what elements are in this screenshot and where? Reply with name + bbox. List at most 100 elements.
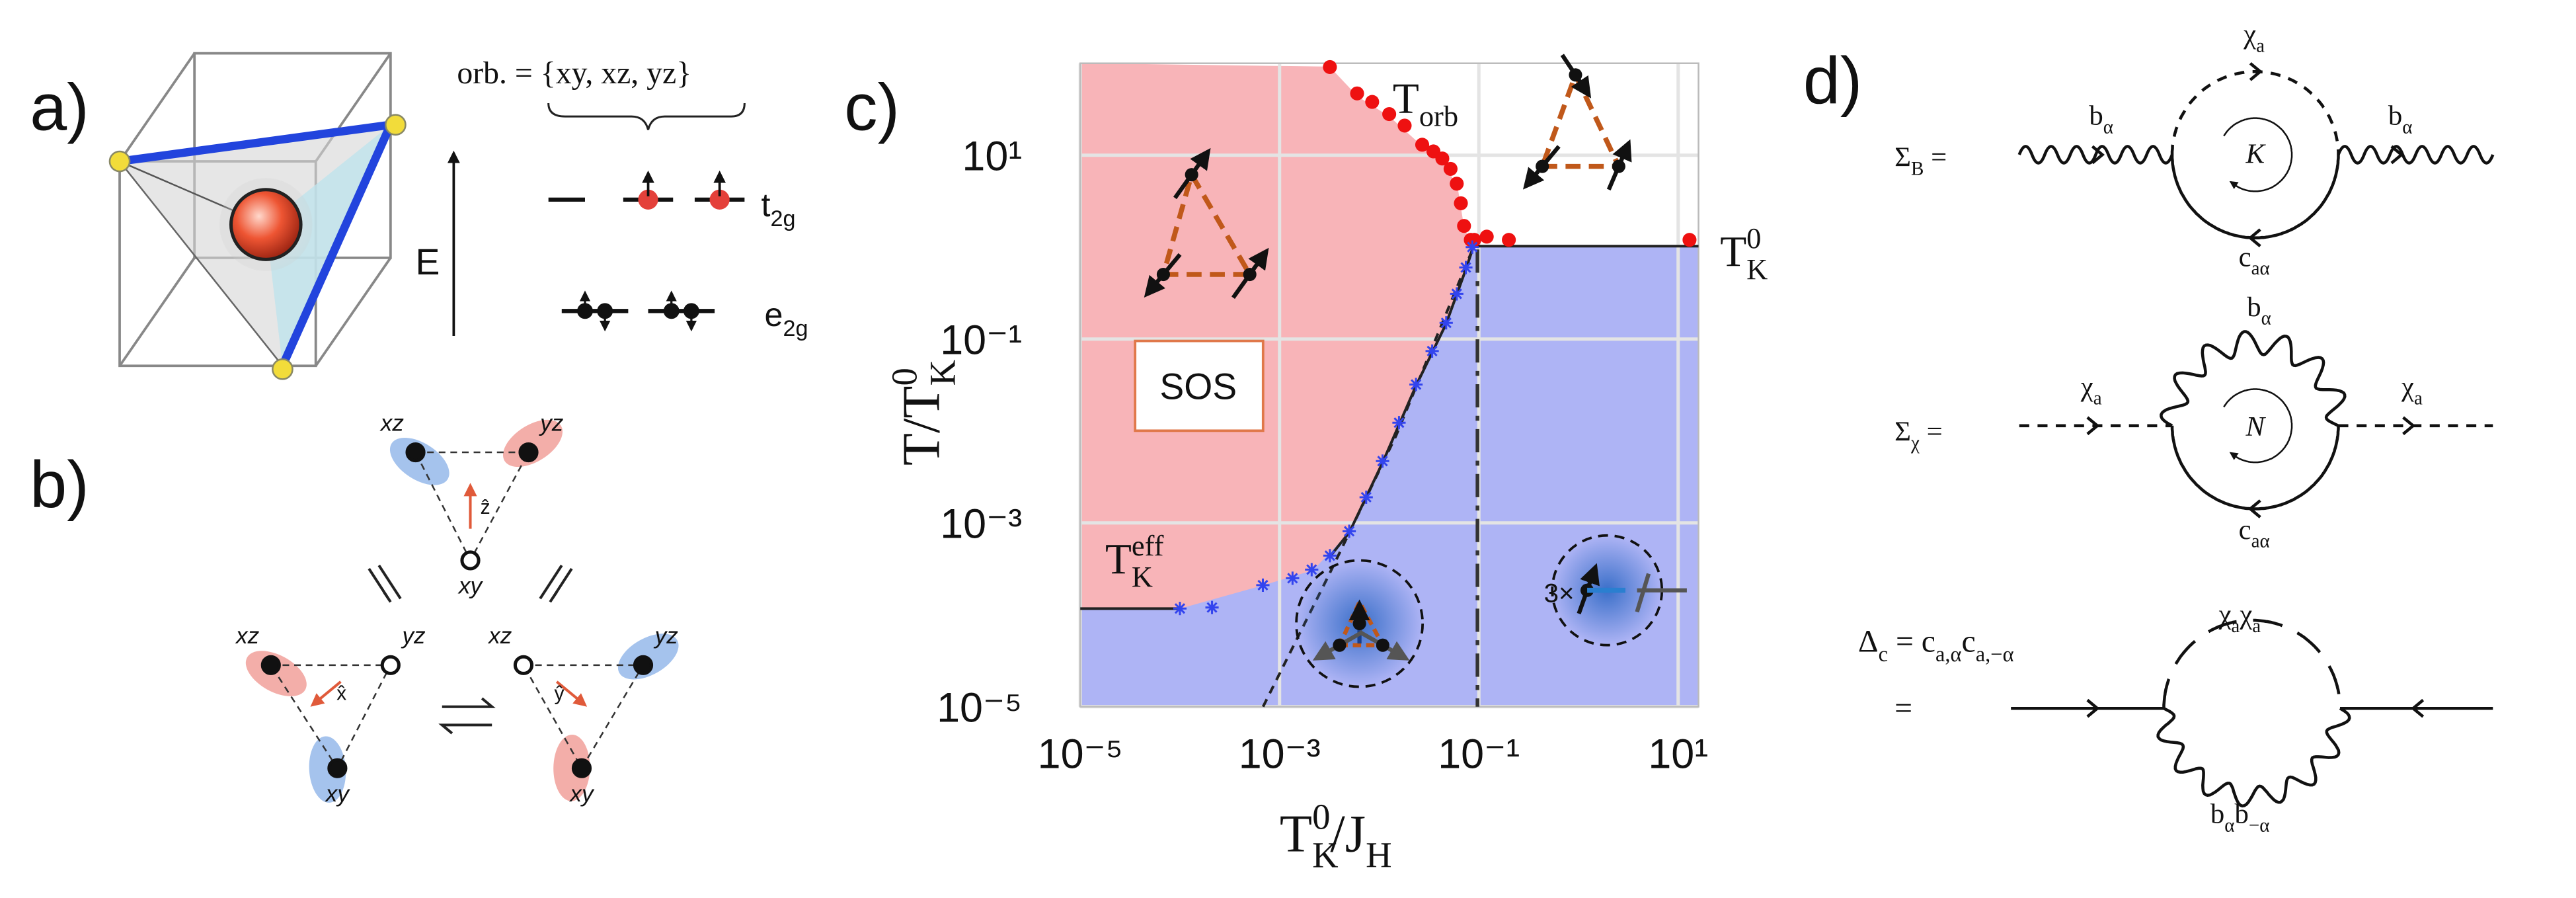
- panel-a: a) E orb. = {xy, xz, yz} t2g e2g: [30, 52, 808, 380]
- fermion-line: [2170, 425, 2340, 510]
- sigma-chi: Σχ =: [1894, 416, 1943, 454]
- delta-c: Δc = ca,αca,−α: [1858, 624, 2014, 667]
- site: [513, 655, 534, 675]
- math-part: 2g: [783, 316, 808, 341]
- t2g-label: t2g: [761, 186, 796, 231]
- t2g-levels: [548, 170, 745, 210]
- equals: =: [1894, 690, 1912, 725]
- math-part: a: [2414, 388, 2423, 409]
- math-part: =: [1924, 142, 1947, 173]
- point: [1286, 571, 1300, 585]
- point: [1397, 118, 1412, 133]
- math-part: a: [2231, 616, 2240, 637]
- spin-site: [1185, 168, 1198, 182]
- site: [460, 550, 481, 571]
- point: [1305, 563, 1319, 577]
- site: [327, 758, 348, 778]
- k-label: K: [2245, 139, 2267, 170]
- math-part: 0: [1746, 222, 1761, 255]
- point: [1323, 549, 1337, 563]
- math-part: Σ: [1894, 142, 1911, 173]
- math-part: e: [765, 296, 783, 333]
- math-part: α: [2261, 308, 2271, 329]
- feynman-diagrams: [2011, 61, 2495, 808]
- point: [1376, 454, 1389, 468]
- propagator-arrow: [2249, 61, 2263, 81]
- math-part: T: [1105, 536, 1132, 584]
- point: [1439, 316, 1453, 330]
- math-part: χ: [1910, 432, 1920, 454]
- dashed-line: [1261, 249, 1474, 708]
- math-part: b: [2089, 101, 2103, 132]
- triangle: [522, 664, 645, 770]
- point: [1502, 233, 1516, 247]
- x-tick-label: 10⁻³: [1239, 731, 1321, 778]
- pseudofermion-line: [2170, 70, 2340, 155]
- site: [518, 442, 539, 463]
- spin: [1635, 573, 1651, 613]
- point: [1454, 196, 1468, 210]
- three-times: 3×: [1544, 578, 1575, 608]
- orbital-label: xz: [379, 410, 405, 436]
- y-tick-label: 10¹: [962, 133, 1022, 179]
- panel-label: d): [1803, 44, 1862, 118]
- point: [1409, 378, 1423, 391]
- y-tick-label: 10⁻⁵: [937, 684, 1022, 731]
- point: [1173, 602, 1187, 616]
- point: [1365, 95, 1380, 109]
- math-part: b: [2210, 799, 2224, 830]
- chi-chi: χaχa: [2218, 599, 2261, 637]
- math-part: aα: [2251, 258, 2270, 279]
- point: [1382, 106, 1397, 122]
- spin-site: [1376, 638, 1389, 652]
- math-part: /J: [1330, 804, 1366, 863]
- propagator-arrow: [2247, 228, 2261, 248]
- b-alpha-right: bα: [2388, 101, 2413, 138]
- math-part: a,α: [1935, 643, 1962, 667]
- fermion-line: [2170, 154, 2340, 239]
- point: [1479, 229, 1494, 244]
- panel-label: b): [30, 448, 89, 522]
- math-part: =: [1920, 416, 1943, 447]
- e2g-levels: [561, 290, 715, 332]
- t-orb-label: Torb: [1393, 75, 1458, 133]
- math-part: −α: [2249, 815, 2270, 837]
- point: [1450, 177, 1464, 191]
- x-tick-label: 10⁻⁵: [1038, 731, 1123, 778]
- spin-site: [1156, 267, 1170, 282]
- chi-a-right: χa: [2401, 372, 2423, 409]
- blue-edge: [278, 123, 395, 368]
- circulation-arrow: [2223, 117, 2293, 192]
- axis-label: ŷ: [554, 683, 565, 705]
- axis-label: ẑ: [481, 497, 490, 518]
- sos-label: SOS: [1159, 366, 1237, 407]
- boson-line: [2017, 145, 2174, 165]
- axis-arrow: [310, 680, 342, 707]
- blue-edge: [119, 120, 391, 166]
- math-part: α: [2402, 117, 2412, 138]
- point: [1415, 138, 1430, 152]
- site: [405, 442, 426, 463]
- math-part: K: [1312, 835, 1339, 876]
- y-axis-label: T/TK0: [884, 360, 963, 466]
- b-alpha: bα: [2247, 292, 2271, 329]
- math-part: a: [2256, 35, 2265, 56]
- panel-label: c): [844, 70, 900, 144]
- point: [1457, 219, 1471, 233]
- point: [1435, 151, 1450, 166]
- math-part: χ: [2243, 19, 2256, 50]
- math-part: c: [2239, 514, 2251, 546]
- math-part: 0: [1312, 797, 1330, 837]
- x-axis-label: TK0/JH: [1280, 797, 1392, 876]
- point: [1392, 416, 1406, 430]
- point: [1450, 287, 1464, 301]
- spin-site: [1569, 68, 1582, 82]
- c-a-alpha: caα: [2239, 514, 2270, 552]
- boson-line: [2156, 707, 2351, 808]
- point: [1459, 261, 1473, 274]
- x-tick-label: 10⁻¹: [1438, 731, 1520, 778]
- math-part: B: [1911, 158, 1924, 179]
- math-part: = c: [1888, 624, 1935, 659]
- equilibrium-arrows: [368, 564, 573, 735]
